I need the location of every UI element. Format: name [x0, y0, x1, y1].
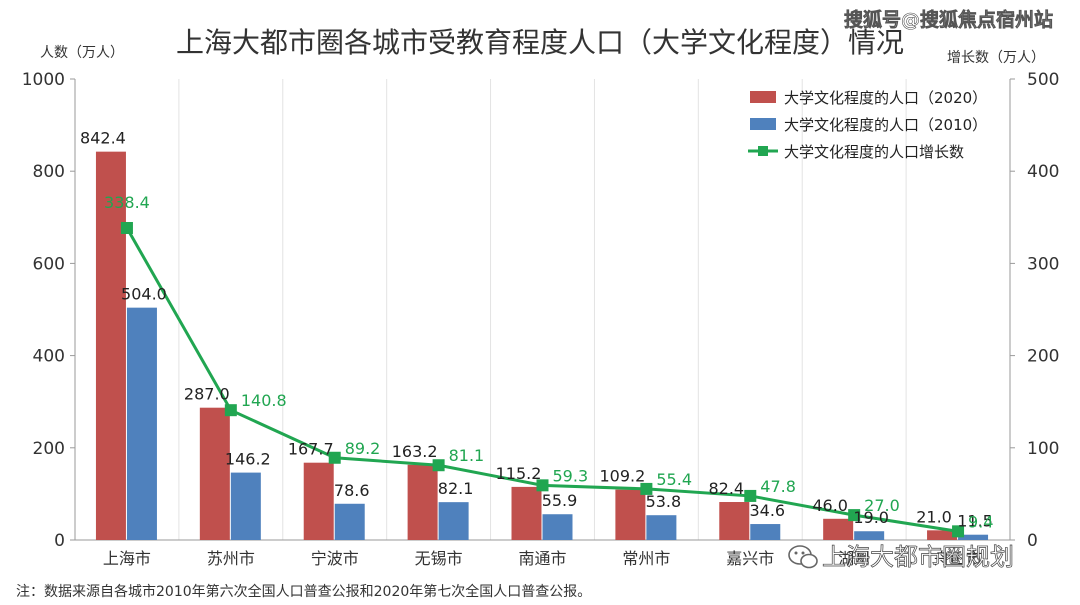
growth-point: [224, 404, 237, 417]
bar-2020: [719, 502, 750, 540]
bar-2020: [823, 518, 854, 540]
growth-label: 81.1: [449, 446, 485, 465]
data-label-2010: 19.0: [853, 508, 889, 527]
growth-point: [848, 509, 861, 522]
right-tick-label: 100: [1027, 439, 1059, 459]
bar-2020: [95, 151, 126, 540]
growth-label: 55.4: [656, 470, 692, 489]
growth-label: 47.8: [760, 477, 796, 496]
watermark-bottom: 上海大都市圈规划: [788, 543, 1014, 571]
data-label-2020: 842.4: [80, 129, 126, 148]
data-label-2020: 46.0: [812, 496, 848, 515]
bar-2020: [927, 530, 958, 540]
right-tick-label: 200: [1027, 347, 1059, 367]
legend-label: 大学文化程度的人口（2020）: [784, 89, 987, 107]
bar-2010: [854, 531, 885, 540]
legend-swatch: [750, 118, 776, 130]
watermark-bottom-text: 上海大都市圈规划: [822, 543, 1014, 571]
left-tick-label: 1000: [22, 70, 65, 90]
right-tick-label: 500: [1027, 70, 1059, 90]
category-label: 上海市: [103, 549, 151, 568]
bar-2010: [958, 534, 989, 540]
legend-swatch: [750, 91, 776, 103]
growth-point: [952, 525, 965, 538]
wechat-icon: [788, 545, 818, 569]
line-layer: [120, 221, 965, 538]
growth-point: [536, 479, 549, 492]
category-label: 南通市: [518, 549, 566, 568]
left-axis-label: 人数（万人）: [40, 45, 124, 61]
left-tick-label: 600: [33, 254, 65, 274]
right-tick-label: 0: [1027, 531, 1038, 551]
left-tick-label: 0: [54, 531, 65, 551]
data-label-2010: 55.9: [542, 491, 578, 510]
footnote: 注：数据来源自各城市2010年第六次全国人口普查公报和2020年第七次全国人口普…: [16, 583, 591, 600]
bar-2020: [407, 464, 438, 540]
growth-label: 89.2: [345, 439, 381, 458]
bar-2010: [646, 515, 677, 540]
growth-label: 9.4: [968, 512, 993, 531]
category-label: 苏州市: [207, 549, 255, 568]
right-tick-label: 300: [1027, 254, 1059, 274]
bars: [95, 151, 989, 540]
growth-point: [640, 482, 653, 495]
bar-2020: [199, 407, 230, 540]
chart-title: 上海大都市圈各城市受教育程度人口（大学文化程度）情况: [176, 26, 904, 59]
category-label: 湖州: [838, 549, 870, 568]
data-labels: 842.4 287.0 167.7 163.2 115.2 109.2 82.4 46.0 21…: [80, 129, 993, 532]
category-label: 舟山市: [934, 549, 982, 568]
data-label-2020: 287.0: [184, 385, 230, 404]
category-label: 宁波市: [311, 549, 359, 568]
bar-2020: [303, 462, 334, 540]
bar-2020: [511, 486, 542, 540]
bar-2010: [126, 307, 157, 540]
growth-label: 27.0: [864, 496, 900, 515]
data-label-2010: 53.8: [646, 492, 682, 511]
data-label-2020: 167.7: [288, 440, 334, 459]
data-label-2010: 34.6: [749, 501, 785, 520]
category-label: 嘉兴市: [726, 549, 774, 568]
bar-2010: [334, 503, 365, 540]
category-label: 常州市: [622, 549, 670, 568]
right-axis-label: 增长数（万人）: [947, 50, 1045, 66]
growth-point: [744, 489, 757, 502]
bar-2020: [615, 489, 646, 540]
bar-2010: [438, 502, 469, 540]
data-label-2010: 82.1: [438, 479, 474, 498]
growth-point: [328, 451, 341, 464]
legend-label: 大学文化程度的人口（2010）: [784, 116, 987, 134]
left-tick-label: 800: [33, 162, 65, 182]
bar-2010: [230, 472, 261, 540]
bar-2010: [750, 524, 781, 540]
category-label: 无锡市: [415, 549, 463, 568]
legend-label: 大学文化程度的人口增长数: [784, 143, 964, 161]
data-label-2020: 109.2: [599, 467, 645, 486]
data-label-2020: 21.0: [916, 507, 952, 526]
data-label-2010: 146.2: [225, 450, 271, 469]
left-tick-label: 200: [33, 439, 65, 459]
watermark-top: 搜狐号@搜狐焦点宿州站: [844, 8, 1053, 31]
right-tick-label: 400: [1027, 162, 1059, 182]
data-label-2010: 78.6: [334, 481, 370, 500]
growth-point: [432, 459, 445, 472]
growth-point: [120, 221, 133, 234]
data-label-2010: 11.5: [957, 512, 993, 531]
growth-label: 140.8: [241, 391, 287, 410]
growth-label: 59.3: [553, 466, 589, 485]
left-tick-label: 400: [33, 347, 65, 367]
data-label-2010: 504.0: [121, 285, 167, 304]
legend: 大学文化程度的人口（2020） 大学文化程度的人口（2010） 大学文化程度的人口增…: [748, 89, 987, 161]
data-label-2020: 163.2: [392, 442, 438, 461]
grid: [178, 79, 907, 540]
data-label-2020: 82.4: [708, 479, 744, 498]
growth-label: 338.4: [104, 193, 150, 212]
bar-2010: [542, 514, 573, 540]
data-label-2020: 115.2: [496, 464, 542, 483]
legend-swatch-marker: [758, 146, 768, 156]
